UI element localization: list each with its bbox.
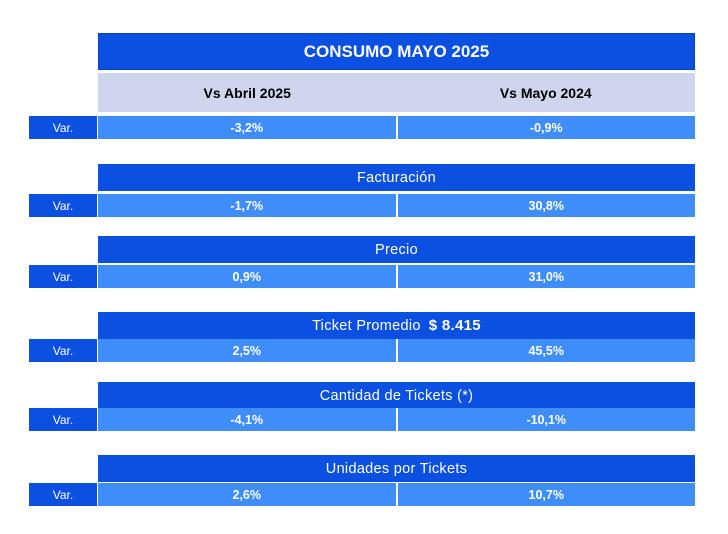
cantidad-tickets-row: -4,1% -10,1% — [98, 408, 695, 431]
var-label: Var. — [29, 265, 97, 288]
value-cell: 30,8% — [395, 194, 695, 217]
value-cell: -0,9% — [395, 116, 695, 139]
value-cell: 2,5% — [98, 339, 396, 362]
section-heading-label: Ticket Promedio — [312, 317, 421, 334]
var-label: Var. — [29, 116, 97, 139]
section-heading-label: Facturación — [356, 169, 437, 186]
unidades-por-tickets-row: 2,6% 10,7% — [98, 483, 695, 506]
value-cell: -3,2% — [98, 116, 396, 139]
ticket-promedio-row: 2,5% 45,5% — [98, 339, 695, 362]
value-cell: -4,1% — [98, 408, 396, 431]
section-heading-unidades-por-tickets: Unidades por Tickets — [98, 455, 695, 482]
facturacion-row: -1,7% 30,8% — [98, 194, 695, 217]
column-header-vs-abril: Vs Abril 2025 — [203, 84, 291, 101]
value-cell: 2,6% — [98, 483, 396, 506]
var-label: Var. — [29, 339, 97, 362]
section-heading-ticket-promedio: Ticket Promedio $ 8.415 — [98, 312, 695, 339]
ticket-promedio-amount: $ 8.415 — [428, 317, 481, 334]
section-heading-precio: Precio — [98, 236, 695, 263]
value-cell: 31,0% — [395, 265, 695, 288]
value-cell: 0,9% — [98, 265, 396, 288]
section-heading-facturacion: Facturación — [98, 164, 695, 191]
summary-row: -3,2% -0,9% — [98, 116, 695, 139]
value-cell: 45,5% — [395, 339, 695, 362]
var-label: Var. — [29, 408, 97, 431]
column-header-vs-mayo: Vs Mayo 2024 — [499, 84, 592, 101]
table-title: CONSUMO MAYO 2025 — [98, 33, 695, 70]
value-cell: 10,7% — [395, 483, 695, 506]
var-label: Var. — [29, 483, 97, 506]
column-headers: Vs Abril 2025 Vs Mayo 2024 — [98, 73, 695, 112]
value-cell: -10,1% — [395, 408, 695, 431]
section-heading-label: Unidades por Tickets — [325, 460, 468, 477]
section-heading-cantidad-tickets: Cantidad de Tickets (*) — [98, 382, 695, 409]
section-heading-label: Cantidad de Tickets (*) — [319, 387, 474, 404]
precio-row: 0,9% 31,0% — [98, 265, 695, 288]
section-heading-label: Precio — [375, 241, 418, 258]
value-cell: -1,7% — [98, 194, 396, 217]
var-label: Var. — [29, 194, 97, 217]
